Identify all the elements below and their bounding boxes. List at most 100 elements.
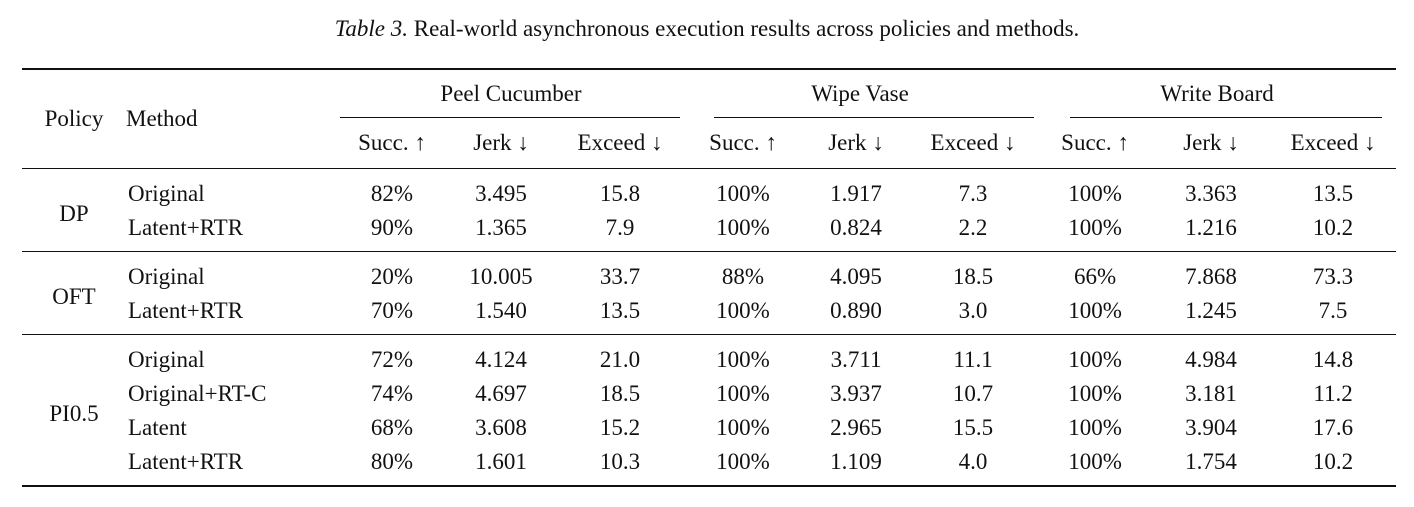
value-cell: 1.109 — [830, 449, 882, 474]
value-cell: 7.9 — [605, 215, 635, 240]
value-cell: 3.937 — [830, 381, 882, 406]
value-cell: 0.824 — [830, 215, 882, 240]
value-cell: 80% — [370, 449, 414, 474]
header-task-write-board: Write Board — [1038, 69, 1396, 118]
header-row-metrics: Succ. ↑ Jerk ↓ Exceed ↓ Succ. ↑ Jerk ↓ Exceed… — [22, 118, 1396, 169]
table-row: Latent+RTR 80% 1.601 10.3 100% 1.109 4.0 100% 1.… — [22, 445, 1397, 486]
header-metric: Jerk ↓ — [473, 130, 529, 155]
value-cell: 20% — [370, 264, 414, 289]
value-cell: 100% — [1068, 298, 1122, 323]
policy-cell: DP — [59, 201, 89, 226]
method-cell: Latent+RTR — [128, 215, 244, 240]
method-cell: Latent — [128, 415, 187, 440]
value-cell: 0.890 — [830, 298, 882, 323]
value-cell: 1.754 — [1185, 449, 1237, 474]
value-cell: 1.601 — [475, 449, 527, 474]
value-cell: 90% — [370, 215, 414, 240]
header-policy: Policy — [44, 106, 104, 131]
value-cell: 13.5 — [599, 298, 641, 323]
value-cell: 100% — [716, 181, 770, 206]
table-body: DP Original 82% 3.495 15.8 100% 1.917 7.3 100% 3.… — [22, 168, 1397, 486]
value-cell: 100% — [1068, 415, 1122, 440]
header-task-peel-cucumber: Peel Cucumber — [340, 69, 682, 118]
results-table: Policy Method Peel Cucumber Wipe Vase Wr… — [22, 68, 1397, 487]
value-cell: 21.0 — [599, 347, 641, 372]
value-cell: 68% — [370, 415, 414, 440]
table-row: Original+RT-C 74% 4.697 18.5 100% 3.937 10.7 10… — [22, 377, 1396, 411]
value-cell: 3.608 — [475, 415, 527, 440]
header-metric: Jerk ↓ — [828, 130, 884, 155]
value-cell: 1.216 — [1185, 215, 1237, 240]
value-cell: 1.917 — [830, 181, 882, 206]
value-cell: 15.5 — [952, 415, 994, 440]
value-cell: 15.2 — [599, 415, 641, 440]
table-row: Latent+RTR 70% 1.540 13.5 100% 0.890 3.0 100% 1.… — [22, 294, 1396, 335]
header-metric: Jerk ↓ — [1183, 130, 1239, 155]
value-cell: 3.0 — [958, 298, 988, 323]
value-cell: 100% — [716, 298, 770, 323]
caption-text: Real-world asynchronous execution result… — [413, 16, 1080, 41]
value-cell: 1.540 — [475, 298, 527, 323]
caption-label: Table 3. — [334, 16, 408, 41]
value-cell: 7.3 — [958, 181, 988, 206]
value-cell: 11.1 — [953, 347, 993, 372]
value-cell: 4.095 — [830, 264, 882, 289]
method-cell: Original+RT-C — [128, 381, 267, 406]
value-cell: 100% — [716, 347, 770, 372]
header-metric: Exceed ↓ — [577, 130, 663, 155]
value-cell: 100% — [716, 381, 770, 406]
value-cell: 100% — [1068, 347, 1122, 372]
table-row: Latent+RTR 90% 1.365 7.9 100% 0.824 2.2 100% 1.2… — [22, 211, 1396, 252]
value-cell: 3.363 — [1185, 181, 1237, 206]
value-cell: 7.5 — [1318, 298, 1348, 323]
value-cell: 73.3 — [1312, 264, 1354, 289]
policy-cell: PI0.5 — [49, 401, 99, 426]
value-cell: 100% — [716, 415, 770, 440]
value-cell: 10.2 — [1312, 449, 1354, 474]
policy-cell: OFT — [52, 284, 96, 309]
value-cell: 4.697 — [475, 381, 527, 406]
method-cell: Original — [128, 347, 205, 372]
header-metric: Succ. ↑ — [709, 130, 777, 155]
value-cell: 3.904 — [1185, 415, 1237, 440]
value-cell: 100% — [1068, 381, 1122, 406]
method-cell: Latent+RTR — [128, 298, 244, 323]
value-cell: 10.3 — [599, 449, 641, 474]
value-cell: 4.124 — [475, 347, 527, 372]
table-row: DP Original 82% 3.495 15.8 100% 1.917 7.3 100% 3.… — [22, 168, 1397, 226]
value-cell: 18.5 — [952, 264, 994, 289]
value-cell: 17.6 — [1312, 415, 1354, 440]
value-cell: 10.005 — [469, 264, 533, 289]
value-cell: 66% — [1073, 264, 1117, 289]
value-cell: 1.245 — [1185, 298, 1237, 323]
table-caption: Table 3. Real-world asynchronous executi… — [0, 14, 1414, 44]
header-metric: Succ. ↑ — [358, 130, 426, 155]
value-cell: 10.2 — [1312, 215, 1354, 240]
value-cell: 82% — [370, 181, 414, 206]
value-cell: 11.2 — [1313, 381, 1353, 406]
value-cell: 13.5 — [1312, 181, 1354, 206]
value-cell: 4.0 — [958, 449, 988, 474]
method-cell: Latent+RTR — [128, 449, 244, 474]
value-cell: 10.7 — [952, 381, 994, 406]
value-cell: 2.965 — [830, 415, 882, 440]
value-cell: 2.2 — [958, 215, 988, 240]
value-cell: 88% — [721, 264, 765, 289]
header-task-wipe-vase: Wipe Vase — [682, 69, 1038, 118]
value-cell: 4.984 — [1185, 347, 1237, 372]
header-metric: Exceed ↓ — [930, 130, 1016, 155]
header-method: Method — [126, 106, 198, 131]
value-cell: 100% — [716, 449, 770, 474]
header-row-tasks: Policy Method Peel Cucumber Wipe Vase Wr… — [22, 69, 1397, 131]
value-cell: 18.5 — [599, 381, 641, 406]
value-cell: 100% — [716, 215, 770, 240]
header-metric: Succ. ↑ — [1061, 130, 1129, 155]
value-cell: 100% — [1068, 215, 1122, 240]
method-cell: Original — [128, 264, 205, 289]
value-cell: 70% — [370, 298, 414, 323]
value-cell: 100% — [1068, 181, 1122, 206]
table-row: OFT Original 20% 10.005 33.7 88% 4.095 18.5 66% 7… — [22, 251, 1397, 309]
value-cell: 100% — [1068, 449, 1122, 474]
value-cell: 74% — [370, 381, 414, 406]
value-cell: 15.8 — [599, 181, 641, 206]
